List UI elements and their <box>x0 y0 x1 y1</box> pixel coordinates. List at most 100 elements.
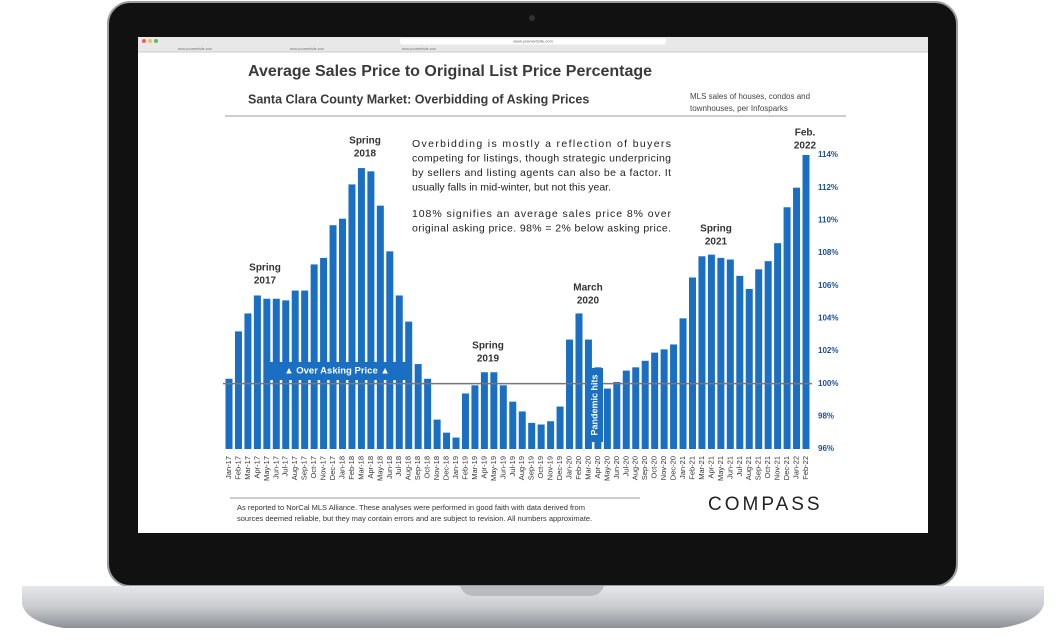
description-line: competing for listings, though strategic… <box>412 152 671 164</box>
x-tick-label: Jul-20 <box>621 456 630 476</box>
x-tick-label: Jan-17 <box>224 456 233 479</box>
x-tick-label: Nov-17 <box>319 456 328 480</box>
bar <box>698 256 706 449</box>
bar <box>443 432 451 449</box>
bar <box>717 257 725 449</box>
x-tick-label: Aug-19 <box>517 456 526 480</box>
annotation: 2020 <box>577 296 600 307</box>
laptop-base <box>22 586 1044 628</box>
x-tick-label: Dec-17 <box>328 456 337 480</box>
annotation: 2019 <box>477 354 500 365</box>
x-tick-label: Aug-20 <box>631 456 640 480</box>
footer-note: As reported to NorCal MLS Alliance. Thes… <box>237 503 585 512</box>
x-tick-label: May-19 <box>489 456 498 481</box>
bar <box>263 298 271 449</box>
bar <box>707 254 715 449</box>
bar <box>632 367 640 449</box>
description-line: Overbidding is mostly a reflection of bu… <box>412 138 671 150</box>
x-tick-label: Jun-17 <box>271 456 280 479</box>
x-tick-label: Jan-18 <box>337 456 346 479</box>
chart-title: Average Sales Price to Original List Pri… <box>248 63 652 80</box>
url: www.yourwebsite.com <box>513 39 553 44</box>
bar <box>310 264 318 449</box>
bar <box>386 251 394 449</box>
x-tick-label: Jan-22 <box>792 456 801 479</box>
annotation: Spring <box>349 136 381 147</box>
x-tick-label: May-21 <box>716 456 725 481</box>
x-tick-label: Nov-21 <box>773 456 782 480</box>
x-tick-label: Jul-18 <box>394 456 403 476</box>
bar <box>414 364 422 449</box>
window-button <box>154 39 158 43</box>
x-tick-label: Mar-17 <box>243 456 252 480</box>
label-box <box>587 368 603 442</box>
bar <box>556 406 564 449</box>
x-tick-label: Jun-19 <box>498 456 507 479</box>
x-tick-label: Sep-20 <box>640 456 649 480</box>
bar <box>745 288 753 449</box>
annotation: 2022 <box>794 141 817 152</box>
logo: COMPASS <box>708 494 823 515</box>
bar <box>234 331 242 449</box>
bar <box>367 171 375 450</box>
annotation: March <box>573 283 602 294</box>
bar <box>424 378 432 449</box>
bar <box>225 378 233 449</box>
bar <box>253 295 261 449</box>
x-tick-label: Mar-18 <box>356 456 365 480</box>
bar <box>329 225 337 449</box>
x-tick-label: Sep-21 <box>754 456 763 480</box>
x-tick-label: Dec-18 <box>442 456 451 480</box>
x-tick-label: Nov-19 <box>546 456 555 480</box>
x-tick-label: Jan-20 <box>565 456 574 479</box>
bar <box>793 187 801 449</box>
x-tick-label: Oct-21 <box>763 456 772 479</box>
chart-subtitle: Santa Clara County Market: Overbidding o… <box>248 92 589 106</box>
x-tick-label: Dec-21 <box>782 456 791 480</box>
y-tick-label: 114% <box>818 150 838 159</box>
bar <box>783 207 791 449</box>
label-box <box>268 362 406 380</box>
x-tick-label: Jul-17 <box>281 456 290 476</box>
bar <box>433 419 441 449</box>
annotation: Feb. <box>795 128 816 139</box>
bar <box>452 437 460 449</box>
x-tick-label: Dec-19 <box>555 456 564 480</box>
annotation: 2018 <box>354 149 377 160</box>
annotation: Spring <box>700 224 732 235</box>
x-tick-label: May-18 <box>375 456 384 481</box>
x-tick-label: Jan-21 <box>678 456 687 479</box>
x-tick-label: Sep-18 <box>413 456 422 480</box>
x-tick-label: Jun-18 <box>385 456 394 479</box>
x-tick-label: Mar-20 <box>583 456 592 480</box>
x-tick-label: Apr-21 <box>706 456 715 479</box>
camera <box>529 15 535 21</box>
annotation: 2017 <box>254 276 277 287</box>
x-tick-label: Aug-21 <box>744 456 753 480</box>
x-tick-label: Apr-20 <box>593 456 602 479</box>
x-tick-label: Feb-20 <box>574 456 583 480</box>
bar <box>405 321 413 449</box>
x-tick-label: Sep-17 <box>300 456 309 480</box>
x-tick-label: Jul-19 <box>508 456 517 476</box>
bar <box>537 424 545 449</box>
bar <box>575 313 583 449</box>
x-tick-label: Apr-18 <box>366 456 375 479</box>
bar <box>244 313 252 449</box>
bar <box>509 401 517 449</box>
bar <box>622 370 630 449</box>
bar <box>480 372 488 449</box>
bar <box>755 269 763 449</box>
bar <box>490 372 498 449</box>
bar <box>499 385 507 449</box>
chart: Average Sales Price to Original List Pri… <box>223 63 846 523</box>
bar <box>651 352 659 449</box>
y-tick-label: 106% <box>818 281 838 290</box>
x-tick-label: Jun-20 <box>612 456 621 479</box>
bar <box>726 259 734 449</box>
x-tick-label: Dec-20 <box>669 456 678 480</box>
bar <box>736 275 744 449</box>
annotation: 2021 <box>705 237 728 248</box>
